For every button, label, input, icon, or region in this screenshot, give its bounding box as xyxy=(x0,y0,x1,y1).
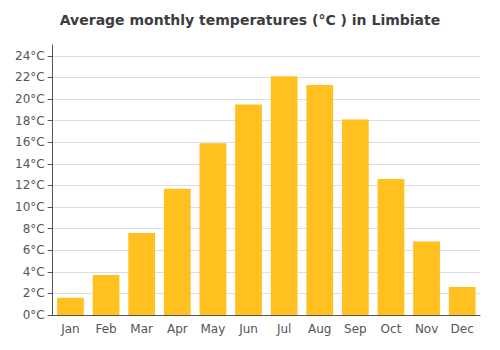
svg-text:Nov: Nov xyxy=(415,322,438,336)
svg-text:14°C: 14°C xyxy=(15,157,45,171)
svg-text:May: May xyxy=(200,322,225,336)
svg-text:4°C: 4°C xyxy=(23,265,45,279)
svg-text:Feb: Feb xyxy=(95,322,116,336)
svg-text:Oct: Oct xyxy=(381,322,402,336)
svg-text:0°C: 0°C xyxy=(23,308,45,322)
svg-text:Sep: Sep xyxy=(344,322,367,336)
svg-text:10°C: 10°C xyxy=(15,200,45,214)
svg-text:2°C: 2°C xyxy=(23,286,45,300)
svg-text:Aug: Aug xyxy=(308,322,331,336)
svg-text:Mar: Mar xyxy=(130,322,153,336)
svg-text:Dec: Dec xyxy=(451,322,474,336)
svg-text:12°C: 12°C xyxy=(15,178,45,192)
svg-text:Jan: Jan xyxy=(60,322,80,336)
svg-text:22°C: 22°C xyxy=(15,70,45,84)
svg-text:6°C: 6°C xyxy=(23,243,45,257)
svg-text:Average monthly temperatures (: Average monthly temperatures (°C ) in Li… xyxy=(60,12,440,28)
svg-text:16°C: 16°C xyxy=(15,135,45,149)
svg-text:Jun: Jun xyxy=(238,322,258,336)
svg-text:Apr: Apr xyxy=(167,322,188,336)
svg-text:20°C: 20°C xyxy=(15,92,45,106)
svg-text:8°C: 8°C xyxy=(23,222,45,236)
svg-text:24°C: 24°C xyxy=(15,49,45,63)
svg-text:18°C: 18°C xyxy=(15,114,45,128)
svg-text:Jul: Jul xyxy=(276,322,291,336)
